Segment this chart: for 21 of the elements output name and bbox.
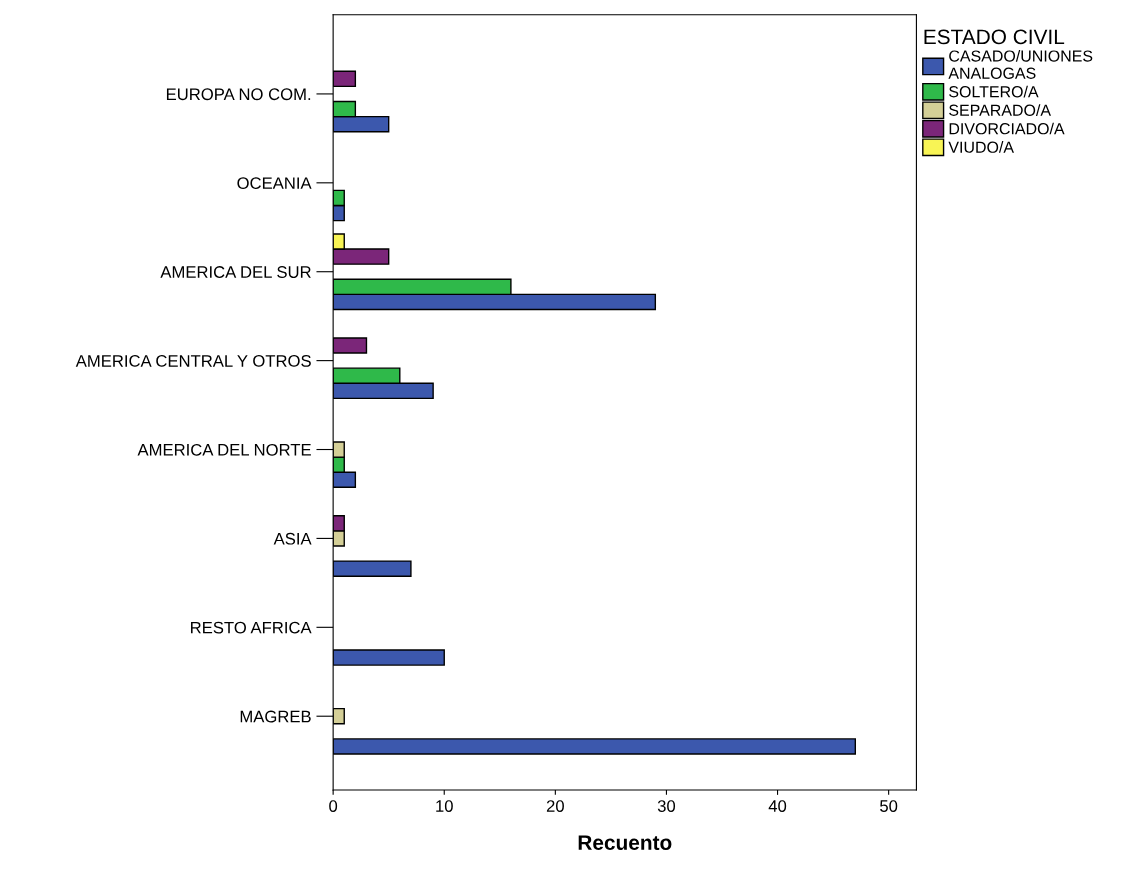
x-tick-label: 30 [657,800,676,812]
y-tick-label: AMERICA DEL SUR [160,266,311,278]
x-tick-label: 0 [329,800,338,812]
legend-label: SOLTERO/A [949,85,1039,98]
y-tick-label: MAGREB [240,710,311,723]
x-axis-title: Recuento [578,835,672,850]
y-tick-label: EUROPA NO COM. [166,88,311,101]
x-tick-label: 50 [880,800,898,812]
x-tick-label: 10 [436,800,453,812]
y-tick-label: AMERICA CENTRAL Y OTROS [75,355,311,367]
y-tick-label: AMERICA DEL NORTE [137,443,311,456]
y-tick-label: OCEANIA [237,177,312,190]
y-tick-label: ASIA [273,532,312,545]
legend-label: DIVORCIADO/A [949,122,1065,135]
x-tick-label: 20 [546,800,564,812]
x-tick-label: 40 [768,800,787,812]
legend-label: CASADO/UNIONES ANALOGAS [948,49,1093,79]
y-tick-label: RESTO AFRICA [191,621,312,634]
legend-label: VIUDO/A [948,141,1015,153]
legend-label: SEPARADO/A [949,104,1052,116]
legend-title: ESTADO CIVIL [924,29,1065,45]
